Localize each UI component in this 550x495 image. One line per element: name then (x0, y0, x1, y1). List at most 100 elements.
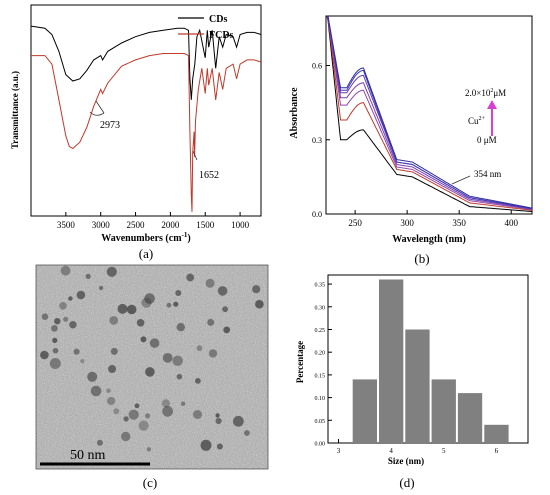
histogram-bar (405, 329, 430, 443)
annotation-arrow-1652 (192, 150, 198, 161)
absorbance-curve-0 (326, 15, 533, 212)
tem-particle (90, 385, 102, 397)
tem-particle (49, 358, 61, 369)
tem-particle (40, 350, 49, 360)
panel-b-absorbance: Absorbance Wavelength (nm) (b) 250 300 350… (289, 15, 533, 266)
panel-a-frame (30, 4, 262, 217)
panel-a-ftir: Transmittance (a.u.) Wavenumbers (cm-1) … (10, 4, 262, 261)
panel-d-xtick-label: 5 (442, 447, 446, 455)
panel-d-xlabel: Size (nm) (388, 456, 424, 466)
tem-particle (134, 403, 140, 409)
tem-particle (76, 290, 86, 300)
tem-particle (109, 316, 119, 325)
absorbance-curve-3 (326, 15, 533, 210)
panel-d-ytick-label: 0.05 (315, 419, 326, 425)
tem-particle (96, 439, 103, 446)
tem-particle (117, 303, 128, 314)
panel-a-xtick-label: 3500 (57, 220, 76, 230)
annotation-arrow-2973-left (89, 111, 105, 116)
tem-particle (222, 306, 229, 313)
tem-particle (126, 304, 137, 315)
tem-particle (223, 326, 231, 334)
tem-particle (216, 443, 223, 450)
panel-b-axes: 250 300 350 400 0.0 0.3 0.6 (312, 62, 518, 229)
panel-d-ytick-label: 0.35 (315, 283, 326, 289)
tem-particle (144, 293, 155, 304)
panel-c-caption: (c) (143, 475, 157, 490)
panel-a-xaxis: 3500 3000 2500 2000 1500 1000 (57, 212, 250, 230)
annotation-1652: 1652 (199, 170, 219, 181)
panel-a-annotations: 2973 1652 (89, 100, 219, 181)
panel-b-xtick-label: 400 (504, 218, 518, 228)
tem-particle (110, 347, 118, 355)
panel-d-ytick-label: 0.15 (315, 373, 326, 379)
tem-particle (87, 371, 98, 382)
series-line-cds (30, 25, 262, 100)
tem-particle (208, 349, 218, 358)
tem-particle (107, 396, 116, 406)
panel-b-ytick-label: 0.6 (312, 62, 322, 71)
legend-label-fcds: FCDs (209, 30, 234, 41)
tem-particle (113, 408, 120, 415)
panel-d-xtick-label: 4 (389, 447, 393, 455)
tem-particle (207, 318, 215, 326)
tem-particle (205, 278, 215, 288)
tem-particle (173, 301, 179, 307)
tem-particle (175, 290, 182, 296)
tem-particle (176, 323, 185, 332)
panel-c-tem: 50 nm (c) (35, 264, 269, 490)
tem-particle (215, 413, 220, 418)
tem-image-border (35, 264, 269, 470)
panel-a-xtick-label: 1500 (196, 220, 215, 230)
tem-particle (68, 296, 73, 301)
tem-particle (145, 367, 155, 377)
tem-particle (59, 302, 67, 310)
histogram-bar (379, 279, 404, 443)
panel-d-ytick-label: 0.10 (315, 396, 326, 402)
tem-particle (80, 359, 85, 364)
panel-a-xtick-label: 1000 (231, 220, 250, 230)
histogram-bar (484, 424, 509, 443)
panel-a-legend: CDs FCDs (178, 14, 234, 41)
panel-b-ytick-label: 0.3 (312, 136, 322, 145)
tem-particle (73, 348, 80, 355)
absorbance-curve-2 (326, 15, 533, 210)
panel-b-xtick-label: 350 (452, 218, 466, 228)
annotation-concentration-min: 0 μM (477, 135, 497, 145)
tem-particle (123, 416, 129, 422)
panel-b-ylabel: Absorbance (289, 87, 300, 139)
panel-a-xtick-label: 2500 (127, 220, 146, 230)
tem-particle (106, 266, 117, 277)
annotation-354-arrow (451, 175, 471, 185)
tem-particle (54, 318, 61, 325)
scale-bar-label: 50 nm (70, 448, 106, 463)
tem-particle (106, 388, 111, 394)
panel-b-xtick-label: 250 (348, 218, 362, 228)
panel-b-xlabel: Wavelength (nm) (392, 234, 466, 245)
concentration-arrow-head (487, 100, 497, 109)
tem-particle (161, 399, 170, 408)
tem-particle (196, 345, 203, 352)
histogram-bar (457, 393, 483, 443)
tem-particle (60, 265, 71, 276)
tem-particle (252, 285, 261, 294)
tem-particle (186, 273, 195, 282)
tem-particles (40, 265, 264, 452)
tem-particle (217, 286, 228, 296)
tem-particle (140, 336, 147, 343)
panel-d-ytick-label: 0.00 (315, 442, 326, 448)
panel-b-ytick-label: 0.0 (312, 210, 322, 219)
tem-particle (69, 321, 77, 329)
annotation-concentration-max: 2.0×102μM (465, 88, 506, 98)
histogram-bar (431, 379, 456, 443)
panel-a-xtick-label: 3000 (92, 220, 111, 230)
tem-particle (162, 405, 174, 417)
tem-particle (215, 417, 222, 425)
tem-particle (244, 430, 250, 436)
annotation-arrow-2973 (95, 100, 105, 114)
panel-b-frame (325, 15, 533, 215)
tem-particle (200, 439, 212, 451)
tem-particle (85, 273, 91, 279)
histogram-bar (352, 379, 377, 443)
